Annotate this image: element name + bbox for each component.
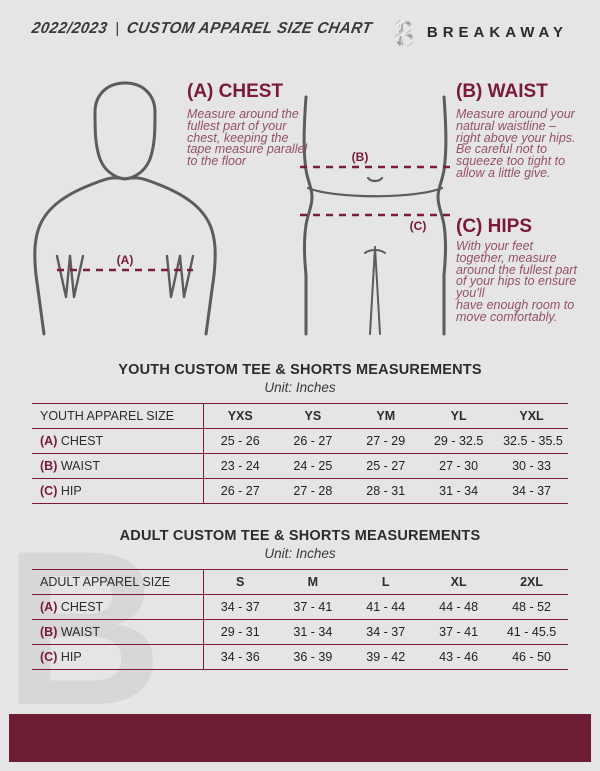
svg-text:(A): (A) xyxy=(117,253,134,267)
svg-text:(C): (C) xyxy=(410,219,427,233)
svg-text:(B): (B) xyxy=(352,150,369,164)
